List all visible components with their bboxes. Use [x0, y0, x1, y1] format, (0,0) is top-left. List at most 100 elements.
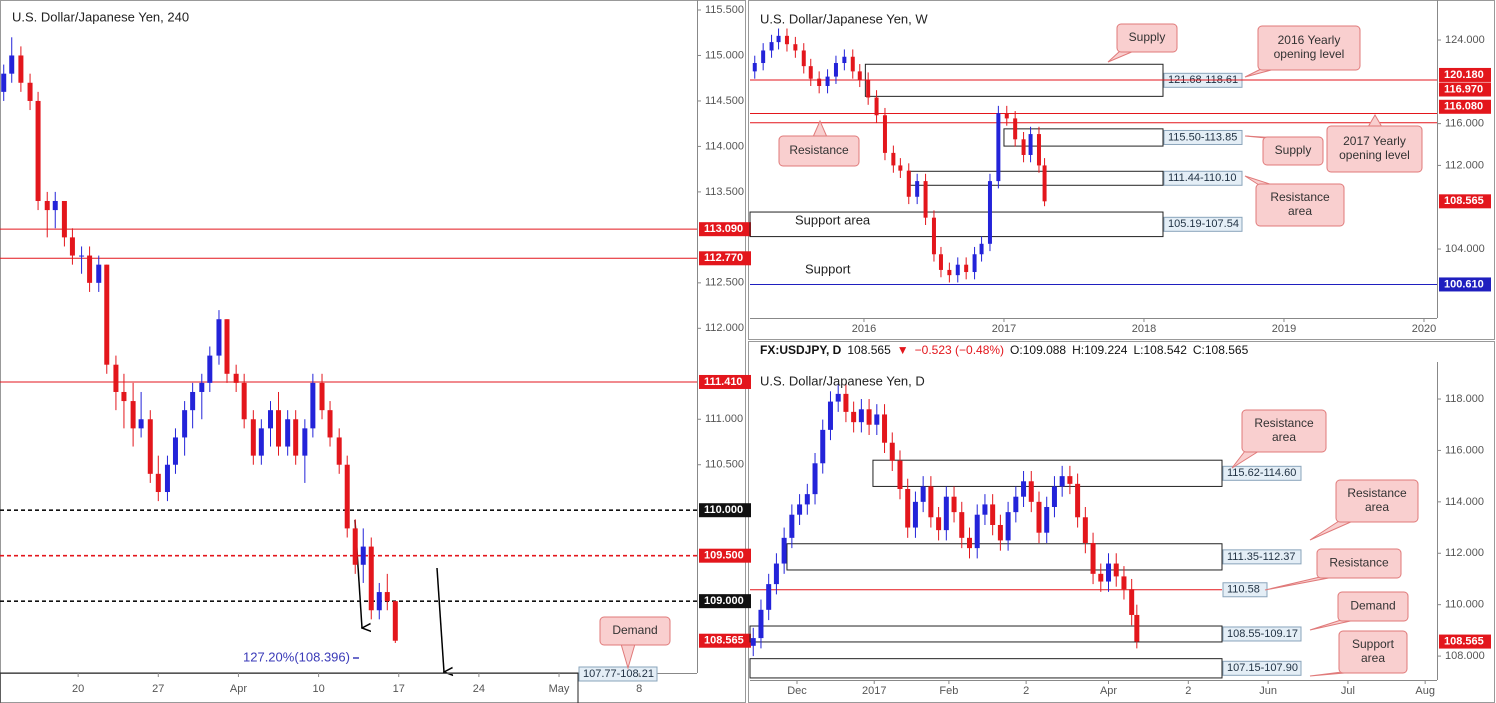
y-tick-label: 111.000: [705, 413, 743, 425]
candle-body: [1013, 496, 1019, 513]
x-tick-label: Dec: [787, 685, 807, 697]
candle-body: [974, 514, 980, 549]
candle-body: [857, 71, 862, 80]
candle-body: [392, 601, 398, 641]
callout-text: area: [1365, 500, 1389, 514]
x-tick-label: 2017: [862, 685, 886, 697]
annotation: 127.20%(108.396): [243, 649, 350, 664]
x-tick-label: May: [549, 683, 570, 695]
candle-body: [1098, 573, 1104, 582]
candle-body: [923, 181, 928, 218]
candle-body: [302, 428, 308, 456]
x-tick-label: 8: [636, 683, 642, 695]
candle-body: [1075, 483, 1081, 518]
price-label: 120.180: [1444, 69, 1484, 81]
zone-label-bg: [1163, 170, 1243, 186]
candle-body: [996, 113, 1001, 182]
price-label: 113.090: [704, 223, 743, 235]
candle-body: [1021, 481, 1027, 497]
candle-body: [1090, 542, 1096, 574]
zone-label: 111.35-112.37: [1227, 551, 1296, 563]
candle-body: [1021, 139, 1026, 155]
header-field: H:109.224: [1072, 343, 1128, 357]
callout-text: Resistance: [1347, 486, 1407, 500]
candle-body: [384, 592, 390, 602]
candle-body: [113, 364, 119, 392]
candle-body: [368, 546, 374, 611]
chart-title: U.S. Dollar/Japanese Yen, W: [760, 11, 928, 26]
callout-text: area: [1272, 430, 1296, 444]
candle-body: [842, 56, 847, 64]
candle-body: [982, 504, 988, 515]
callout-text: Resistance: [789, 143, 849, 157]
candle-body: [912, 501, 918, 528]
candle-body: [336, 437, 342, 465]
candle-body: [1, 73, 7, 92]
zone: [0, 672, 579, 703]
chart-title: U.S. Dollar/Japanese Yen, 240: [12, 9, 189, 24]
candle-body: [1106, 563, 1112, 582]
candle-body: [352, 528, 358, 565]
candle-body: [199, 382, 205, 392]
price-label-bg: [699, 251, 751, 266]
candle-body: [138, 419, 144, 429]
candle-body: [947, 269, 952, 276]
candle-body: [1005, 512, 1011, 541]
candle-body: [69, 237, 75, 256]
zone-label: 111.44-110.10: [1168, 172, 1237, 184]
candle-body: [121, 391, 127, 402]
header-field: L:108.542: [1133, 343, 1187, 357]
candle-body: [966, 537, 972, 549]
price-label-bg: [699, 374, 751, 389]
x-tick-label: 2016: [852, 323, 876, 335]
y-tick-label: 112.000: [1445, 159, 1484, 171]
y-tick-label: 114.500: [705, 95, 744, 107]
x-tick-label: 2019: [1272, 323, 1296, 335]
candle-body: [1036, 501, 1042, 533]
zone-label-bg: [1163, 129, 1243, 145]
y-tick-label: 115.000: [705, 49, 744, 61]
candle-body: [250, 419, 256, 456]
callout-box: [1241, 409, 1327, 453]
x-tick-label: Jul: [1341, 685, 1355, 697]
callout-box: [1257, 25, 1361, 71]
price-label-bg: [1439, 82, 1491, 97]
price-label: 108.565: [1444, 195, 1484, 207]
x-tick-label: 2020: [1412, 323, 1436, 335]
candle-body: [1051, 486, 1057, 507]
y-tick-label: 112.000: [1445, 547, 1484, 559]
callout-box: [1337, 591, 1409, 622]
candle-body: [172, 437, 178, 465]
candle-body: [931, 217, 936, 255]
y-tick-label: 112.000: [705, 322, 744, 334]
level-label: 110.58: [1227, 584, 1260, 596]
candle-body: [276, 410, 282, 447]
candle-body: [889, 442, 895, 461]
price-label-bg: [1439, 99, 1491, 114]
callout-text: Supply: [1129, 30, 1166, 44]
candle-body: [18, 55, 24, 83]
callout-box: [1326, 125, 1423, 173]
candle-body: [27, 82, 33, 101]
candle-body: [285, 419, 291, 447]
candle-body: [104, 264, 110, 365]
header-field: 108.565: [847, 343, 891, 357]
x-tick-label: 20: [72, 683, 84, 695]
price-label-bg: [699, 633, 751, 648]
candle-body: [898, 165, 903, 171]
zone-label-bg: [1222, 549, 1302, 565]
candle-body: [874, 97, 879, 116]
zone-label: 108.55-109.17: [1227, 628, 1298, 640]
candle-body: [825, 76, 830, 87]
candle-body: [915, 181, 920, 197]
candle-body: [943, 496, 949, 531]
candle-body: [964, 264, 969, 273]
candle-body: [310, 382, 316, 429]
callout-box: [1116, 23, 1178, 53]
candle-body: [207, 355, 213, 383]
candle-body: [155, 473, 161, 493]
callout-text: Demand: [1350, 599, 1395, 613]
y-tick-label: 110.500: [705, 459, 744, 471]
candle-body: [1121, 576, 1127, 590]
price-label: 108.565: [1444, 635, 1484, 647]
